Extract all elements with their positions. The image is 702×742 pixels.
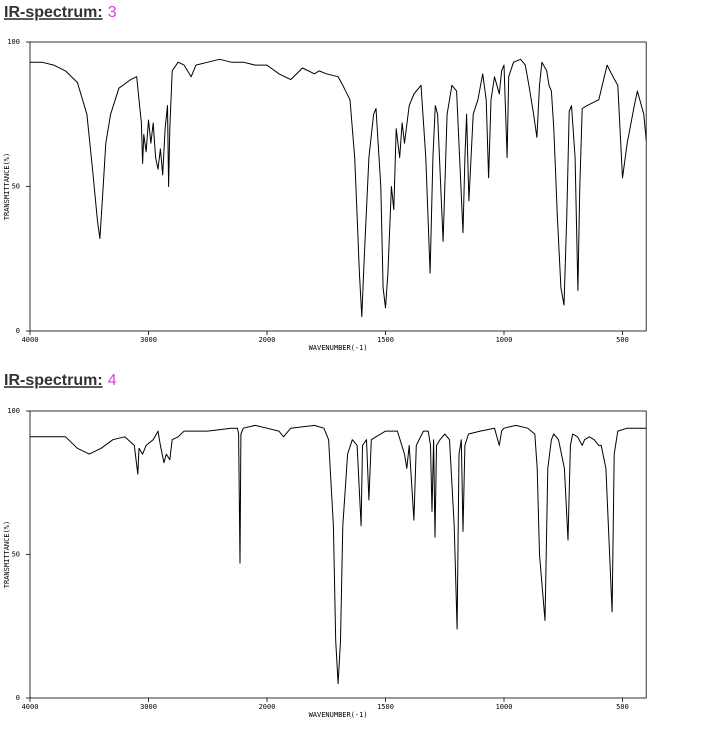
spectrum-line <box>30 58 647 318</box>
x-tick-label: 1500 <box>377 703 394 711</box>
y-tick-label: 0 <box>16 694 20 702</box>
y-tick-label: 50 <box>12 183 20 191</box>
x-tick-label: 2000 <box>259 703 276 711</box>
y-axis-label: TRANSMITTANCE(%) <box>3 521 11 588</box>
x-axis-label: WAVENUMBER(-1) <box>309 711 368 719</box>
heading: IR-spectrum: <box>4 372 103 389</box>
x-axis-label: WAVENUMBER(-1) <box>309 344 368 352</box>
y-tick-label: 100 <box>7 407 20 415</box>
y-axis-label: TRANSMITTANCE(%) <box>3 153 11 220</box>
heading: IR-spectrum: <box>4 4 103 21</box>
spectrum-line <box>30 424 647 685</box>
x-tick-label: 1000 <box>496 336 513 344</box>
heading-number: 3 <box>108 4 117 21</box>
plot-frame <box>29 410 647 699</box>
x-tick-label: 500 <box>616 336 629 344</box>
x-tick-label: 3000 <box>140 703 157 711</box>
x-tick-label: 4000 <box>22 703 39 711</box>
y-tick-label: 50 <box>12 551 20 559</box>
x-tick-label: 4000 <box>22 336 39 344</box>
x-tick-label: 3000 <box>140 336 157 344</box>
y-tick-label: 100 <box>7 38 20 46</box>
x-tick-label: 1000 <box>496 703 513 711</box>
heading-number: 4 <box>108 372 117 389</box>
x-tick-label: 500 <box>616 703 629 711</box>
y-tick-label: 0 <box>16 327 20 335</box>
x-tick-label: 2000 <box>259 336 276 344</box>
x-tick-label: 1500 <box>377 336 394 344</box>
